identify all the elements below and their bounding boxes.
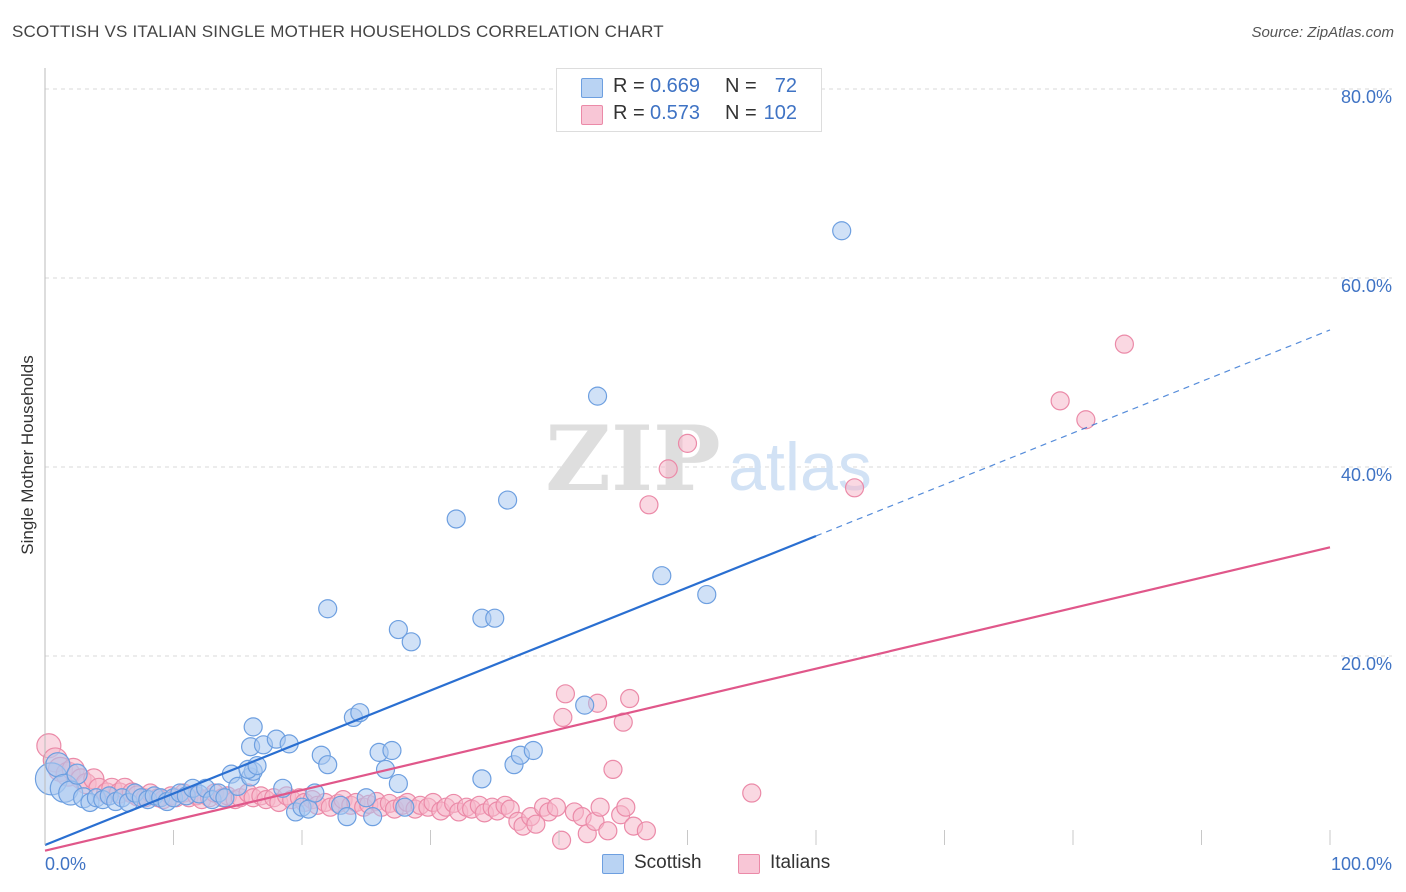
italians-point [598, 821, 618, 841]
italians-point [636, 821, 656, 841]
scottish-point [382, 740, 402, 761]
italians-point [844, 478, 865, 498]
italians-point [1114, 334, 1135, 354]
scottish-point [298, 799, 319, 819]
italians-point [603, 759, 623, 780]
legend-swatch-italians [581, 105, 603, 125]
scottish-point [697, 584, 717, 605]
legend-r-value: 0.573 [650, 102, 701, 124]
legend-r-label: R = [613, 75, 645, 97]
scottish-point [832, 221, 852, 241]
scottish-point [243, 717, 263, 737]
scottish-point [66, 763, 88, 785]
scottish-point [575, 695, 595, 715]
scottish-point [485, 608, 505, 628]
x-tick-label-max: 100.0% [1331, 854, 1392, 874]
source-label: Source: ZipAtlas.com [1251, 24, 1394, 41]
scottish-point [401, 632, 421, 652]
x-tick-label-min: 0.0% [45, 854, 86, 874]
legend-n-value: 102 [763, 102, 797, 124]
scottish-point [337, 807, 357, 827]
legend-n-value: 72 [774, 75, 797, 97]
italians-point [546, 797, 567, 817]
scottish-point [318, 599, 338, 619]
scottish-points [34, 221, 852, 827]
legend-n-label: N = [725, 102, 757, 124]
scottish-point [446, 509, 466, 529]
italians-point [742, 783, 762, 803]
watermark: ZIP atlas [545, 406, 872, 512]
legend-r-label: R = [613, 102, 645, 124]
bottom-legend-swatch-italians [738, 854, 760, 874]
scottish-point [472, 769, 492, 789]
scottish-point [523, 740, 543, 761]
legend-r-value: 0.669 [650, 75, 701, 97]
italians-point [639, 495, 659, 515]
bottom-legend-swatch-scottish [602, 854, 624, 874]
scottish-point [318, 755, 338, 775]
bottom-legend-label-italians: Italians [770, 852, 831, 873]
italians-point [551, 830, 572, 850]
scottish-point [652, 566, 672, 586]
scottish-point [388, 619, 408, 640]
legend-n-label: N = [725, 75, 757, 97]
italians-point [553, 707, 573, 728]
legend-box: R = 0.669 N = 72 R = 0.573 N = 102 [556, 68, 822, 132]
scottish-point [356, 788, 376, 808]
trend-lines [44, 329, 1331, 852]
bottom-legend-label-scottish: Scottish [634, 852, 702, 873]
italians-point [658, 459, 678, 479]
italians-point [590, 797, 610, 817]
italians-point [526, 814, 546, 834]
scottish-trend-line [44, 534, 817, 847]
scottish-point [388, 773, 408, 794]
italians-point [1050, 391, 1070, 411]
gridlines [45, 88, 1392, 657]
legend-swatch-scottish [581, 78, 603, 98]
scottish-point [498, 490, 518, 510]
italians-point [677, 433, 698, 453]
chart-title: SCOTTISH VS ITALIAN SINGLE MOTHER HOUSEH… [12, 22, 664, 41]
scottish-point [395, 797, 415, 817]
scottish-point [587, 386, 608, 406]
italians-point [616, 797, 636, 817]
scottish-point [215, 788, 235, 808]
y-tick-label: 40.0% [1341, 465, 1392, 485]
watermark-zip: ZIP [545, 406, 720, 512]
y-tick-label: 20.0% [1341, 654, 1392, 674]
italians-point [555, 684, 576, 704]
scottish-point [45, 752, 71, 778]
scottish-point [228, 776, 248, 797]
italians-point [620, 688, 640, 709]
y-tick-label: 60.0% [1341, 276, 1392, 296]
italians-trend-line [44, 546, 1331, 852]
y-tick-label: 80.0% [1341, 87, 1392, 107]
axes: 20.0% 40.0% 60.0% 80.0% 0.0% 100.0% [44, 68, 1392, 874]
scottish-point [363, 807, 383, 827]
italians-point [1076, 410, 1096, 430]
scottish-trend-extension [815, 329, 1331, 537]
